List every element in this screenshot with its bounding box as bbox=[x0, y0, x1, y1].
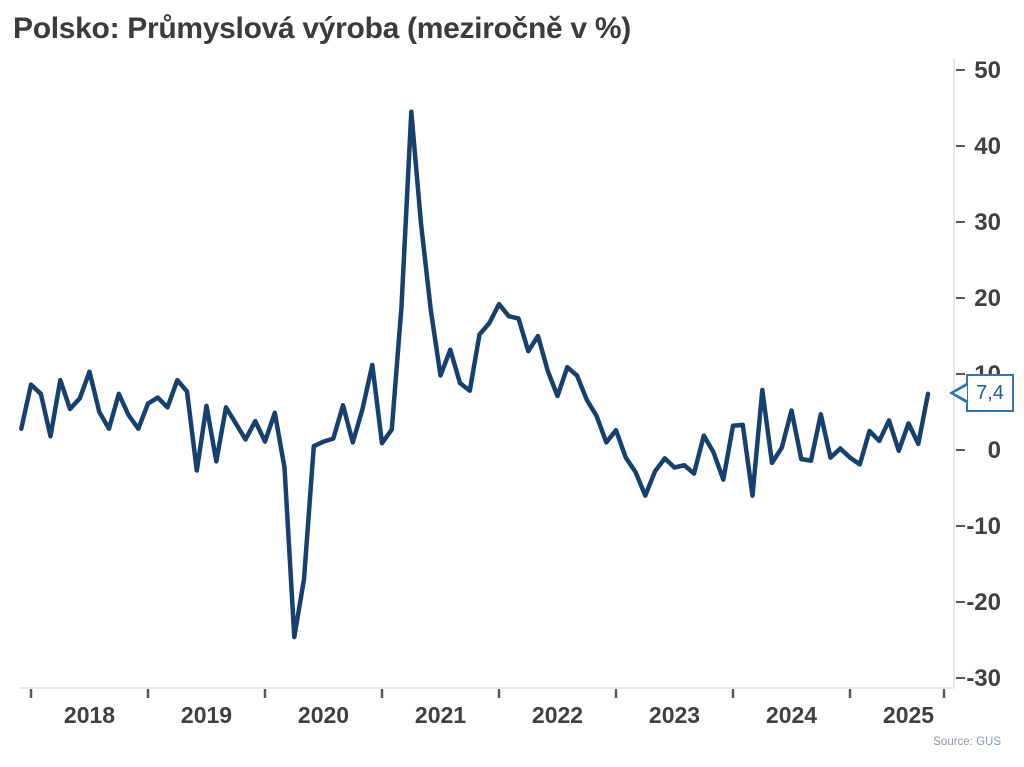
y-axis-label: 40 bbox=[974, 133, 1001, 160]
source-note: Source: GUS bbox=[933, 736, 1001, 748]
x-axis-label: 2018 bbox=[64, 702, 115, 728]
x-axis-label: 2023 bbox=[649, 702, 700, 728]
x-axis-label: 2019 bbox=[181, 702, 232, 728]
last-value-callout: 7,4 bbox=[949, 374, 1014, 412]
x-axis-label: 2025 bbox=[883, 702, 934, 728]
chart-title: Polsko: Průmyslová výroba (meziročně v %… bbox=[13, 12, 631, 45]
x-axis-label: 2020 bbox=[298, 702, 349, 728]
x-axis-label: 2022 bbox=[532, 702, 583, 728]
y-axis-label: 50 bbox=[974, 57, 1001, 84]
y-axis-label: 20 bbox=[974, 285, 1001, 312]
x-axis-label: 2024 bbox=[766, 702, 817, 728]
y-axis-label: 30 bbox=[974, 209, 1001, 236]
y-axis-label: -30 bbox=[966, 665, 1001, 692]
y-axis-label: 0 bbox=[988, 437, 1001, 464]
data-series-line bbox=[19, 109, 931, 640]
last-value-label: 7,4 bbox=[976, 381, 1004, 404]
y-axis-label: -10 bbox=[966, 513, 1001, 540]
x-axis-label: 2021 bbox=[415, 702, 466, 728]
y-axis-label: -20 bbox=[966, 589, 1001, 616]
